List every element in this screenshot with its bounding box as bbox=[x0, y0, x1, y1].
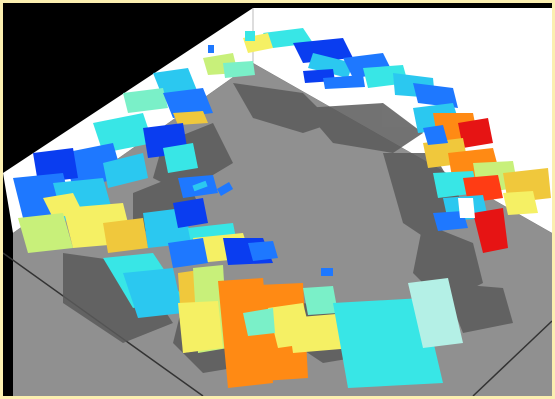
rendered-scene bbox=[3, 3, 552, 396]
ring-blocks-front bbox=[103, 253, 463, 388]
ring-blocks-left bbox=[13, 68, 278, 268]
back-wall bbox=[3, 8, 552, 233]
ring-blocks-right bbox=[413, 103, 551, 253]
floor-edge bbox=[472, 320, 552, 396]
ring-blocks-back bbox=[203, 28, 458, 108]
